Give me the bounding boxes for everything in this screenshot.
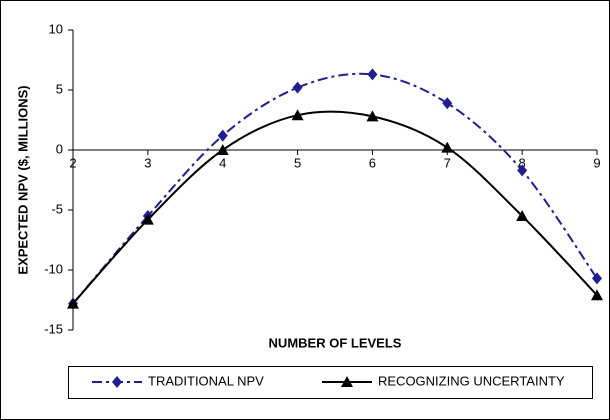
y-tick-label: 5 (56, 81, 63, 96)
legend-label: RECOGNIZING UNCERTAINTY (378, 373, 565, 388)
x-tick-label: 6 (369, 155, 376, 170)
x-tick-label: 7 (444, 155, 451, 170)
marker (592, 272, 602, 285)
marker (217, 129, 228, 142)
y-tick-label: -15 (44, 321, 63, 336)
legend-label: TRADITIONAL NPV (148, 373, 264, 388)
x-tick-label: 8 (519, 155, 526, 170)
y-axis-title: EXPECTED NPV ($, MILLIONS) (15, 85, 30, 274)
marker (442, 97, 453, 110)
series-line (72, 110, 598, 305)
marker (517, 164, 528, 177)
legend-marker (341, 376, 353, 387)
x-tick-label: 3 (144, 155, 151, 170)
marker (291, 109, 304, 121)
y-tick-label: -10 (44, 261, 63, 276)
x-tick-label: 2 (69, 155, 76, 170)
x-tick-label: 9 (593, 155, 600, 170)
marker (367, 68, 378, 81)
marker (366, 110, 379, 122)
marker (216, 144, 229, 155)
y-tick-label: 10 (49, 21, 63, 36)
marker (67, 297, 79, 309)
marker (591, 289, 603, 301)
marker (516, 210, 529, 221)
x-tick-label: 5 (294, 155, 301, 170)
y-tick-label: -5 (51, 201, 63, 216)
x-tick-label: 4 (219, 155, 226, 170)
y-tick-label: 0 (56, 141, 63, 156)
x-axis-title: NUMBER OF LEVELS (269, 335, 402, 350)
marker (441, 141, 454, 153)
legend-marker (112, 376, 122, 388)
marker (141, 213, 154, 225)
marker (292, 81, 303, 94)
